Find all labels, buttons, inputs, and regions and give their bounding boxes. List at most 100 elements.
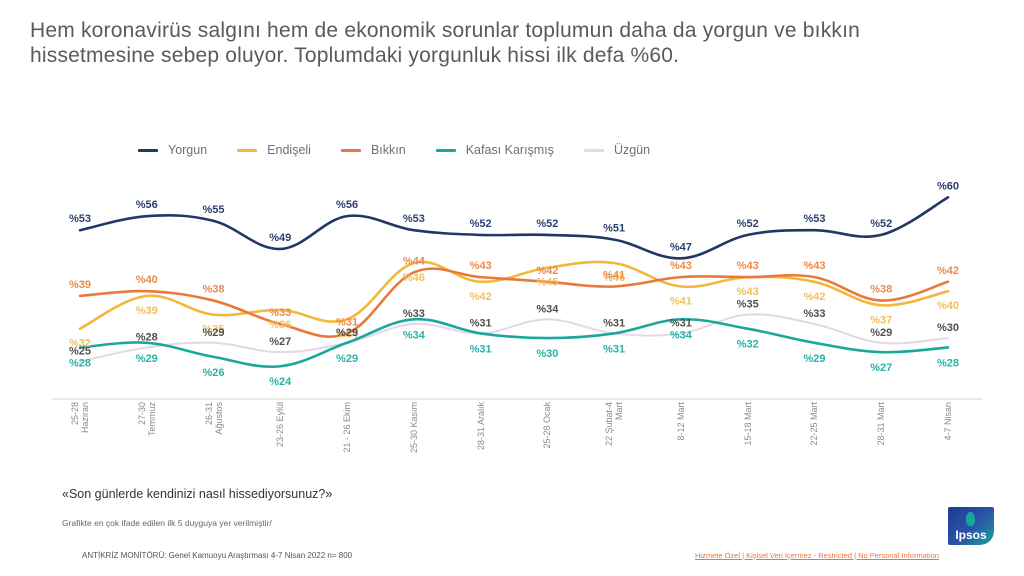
data-label: %34 [670, 329, 693, 341]
data-label: %42 [470, 291, 492, 303]
data-label: %39 [69, 279, 91, 291]
data-label: %27 [870, 362, 892, 374]
legend-label: Üzgün [613, 143, 651, 157]
data-label: %43 [803, 260, 825, 272]
data-label: %44 [403, 255, 426, 267]
x-tick-label: 26-31 Ağustos [203, 402, 224, 435]
x-tick-label: 23-26 Eylül [275, 402, 286, 448]
data-label: %47 [670, 241, 692, 253]
x-axis-labels: 25-28 Haziran 27-30 Temmuz 26-31 Ağustos 23… [0, 400, 1024, 480]
classification-link[interactable]: Hizmete Özel | Kişisel Veri İçermez - Re… [695, 551, 939, 560]
legend-swatch [340, 148, 361, 152]
legend-label: Kafası Karışmış [465, 143, 554, 157]
legend-swatch [237, 148, 258, 152]
data-label: %52 [536, 218, 558, 230]
data-label: %42 [803, 291, 825, 303]
ipsos-logo: Ipsos [948, 507, 994, 545]
series-line-kafası-karışmış [78, 317, 950, 369]
data-label: %39 [136, 305, 158, 317]
line-chart: %53 %56 %55 %49 %56 %53 %52 %52 %51 %47 %52 %53 %52%… [69, 180, 959, 388]
data-label: %55 [203, 204, 225, 216]
x-tick-label: 21 - 26 Ekim [342, 402, 353, 453]
data-label: %41 [670, 296, 692, 308]
legend-label: Bıkkın [370, 143, 406, 157]
data-label: %36 [269, 319, 291, 331]
legend-item: Bıkkın [340, 143, 406, 157]
series-line-bıkkın [78, 267, 950, 338]
data-label: %28 [937, 357, 959, 369]
x-tick-label: 22-25 Mart [809, 402, 820, 446]
data-label: %52 [870, 218, 892, 230]
series-line-endişeli [78, 260, 950, 331]
data-label: %28 [69, 357, 91, 369]
data-label: %29 [870, 327, 892, 339]
data-label: %26 [203, 367, 225, 379]
survey-question: «Son günlerde kendinizi nasıl hissediyor… [62, 487, 333, 501]
data-label: %32 [737, 339, 759, 351]
legend-swatch [435, 148, 456, 152]
data-label: %51 [603, 223, 625, 235]
data-label: %29 [136, 353, 158, 365]
x-tick-label: 25-28 Haziran [70, 402, 90, 434]
data-label: %37 [870, 314, 892, 326]
data-label: %33 [803, 308, 825, 320]
data-label: %35 [737, 299, 759, 311]
data-label: %31 [670, 317, 692, 329]
data-label: %42 [937, 265, 959, 277]
data-label: %43 [470, 260, 492, 272]
data-label: %29 [203, 327, 225, 339]
x-axis-line [52, 398, 982, 400]
logo-text: Ipsos [955, 528, 987, 542]
data-label: %35 [203, 324, 225, 336]
data-label: %27 [269, 336, 291, 348]
data-label: %43 [670, 260, 692, 272]
legend-label: Endişeli [267, 143, 311, 157]
data-label: %56 [136, 199, 158, 211]
legend-item: Kafası Karışmış [435, 143, 554, 157]
data-label: %43 [737, 260, 759, 272]
data-label: %24 [269, 376, 292, 388]
data-label: %33 [403, 308, 425, 320]
x-tick-label: 25-30 Kasım [408, 402, 419, 454]
data-label: %52 [737, 218, 759, 230]
data-label: %30 [536, 348, 558, 360]
data-label: %53 [69, 213, 91, 225]
legend-label: Yorgun [168, 143, 208, 157]
chart-note: Grafikte en çok ifade edilen ilk 5 duygu… [62, 518, 272, 528]
x-tick-label: 27-30 Temmuz [136, 402, 157, 437]
x-tick-label: 28-31 Aralık [475, 402, 486, 451]
legend-item: Yorgun [138, 143, 207, 157]
data-label: %53 [403, 213, 425, 225]
data-label: %56 [336, 199, 358, 211]
data-label: %25 [69, 346, 91, 358]
data-label: %31 [336, 316, 358, 328]
data-label: %40 [937, 300, 959, 312]
data-label: %42 [536, 265, 558, 277]
x-tick-label: 25-28 Ocak [542, 402, 553, 449]
chart-legend: Yorgun Endişeli Bıkkın Kafası Karışmış Üzgün [138, 143, 680, 157]
data-label: %45 [536, 277, 558, 289]
data-label: %46 [603, 272, 625, 284]
data-label: %31 [603, 343, 625, 355]
data-label: %34 [536, 303, 559, 315]
data-label: %28 [136, 331, 158, 343]
data-label: %34 [403, 329, 426, 341]
data-label: %41 [603, 270, 625, 282]
data-label: %30 [937, 322, 959, 334]
x-tick-label: 15-18 Mart [742, 402, 753, 446]
data-label: %29 [803, 353, 825, 365]
x-tick-label: 8-12 Mart [675, 402, 686, 441]
data-label: %38 [870, 284, 892, 296]
x-tick-label: 22 Şubat-4 Mart [604, 402, 625, 447]
data-label: %31 [470, 343, 492, 355]
legend-item: Endişeli [237, 143, 311, 157]
source-text: ANTİKRİZ MONİTÖRÜ: Genel Kamuoyu Araştır… [82, 551, 353, 560]
page-title: Hem koronavirüs salgını hem de ekonomik … [30, 19, 861, 67]
data-label: %38 [203, 284, 225, 296]
data-label: %60 [937, 180, 959, 192]
legend-swatch [138, 148, 158, 152]
data-label: %49 [269, 232, 291, 244]
series-line-yorgun [78, 196, 950, 260]
data-label: %53 [803, 213, 825, 225]
legend-item: Üzgün [583, 143, 651, 157]
